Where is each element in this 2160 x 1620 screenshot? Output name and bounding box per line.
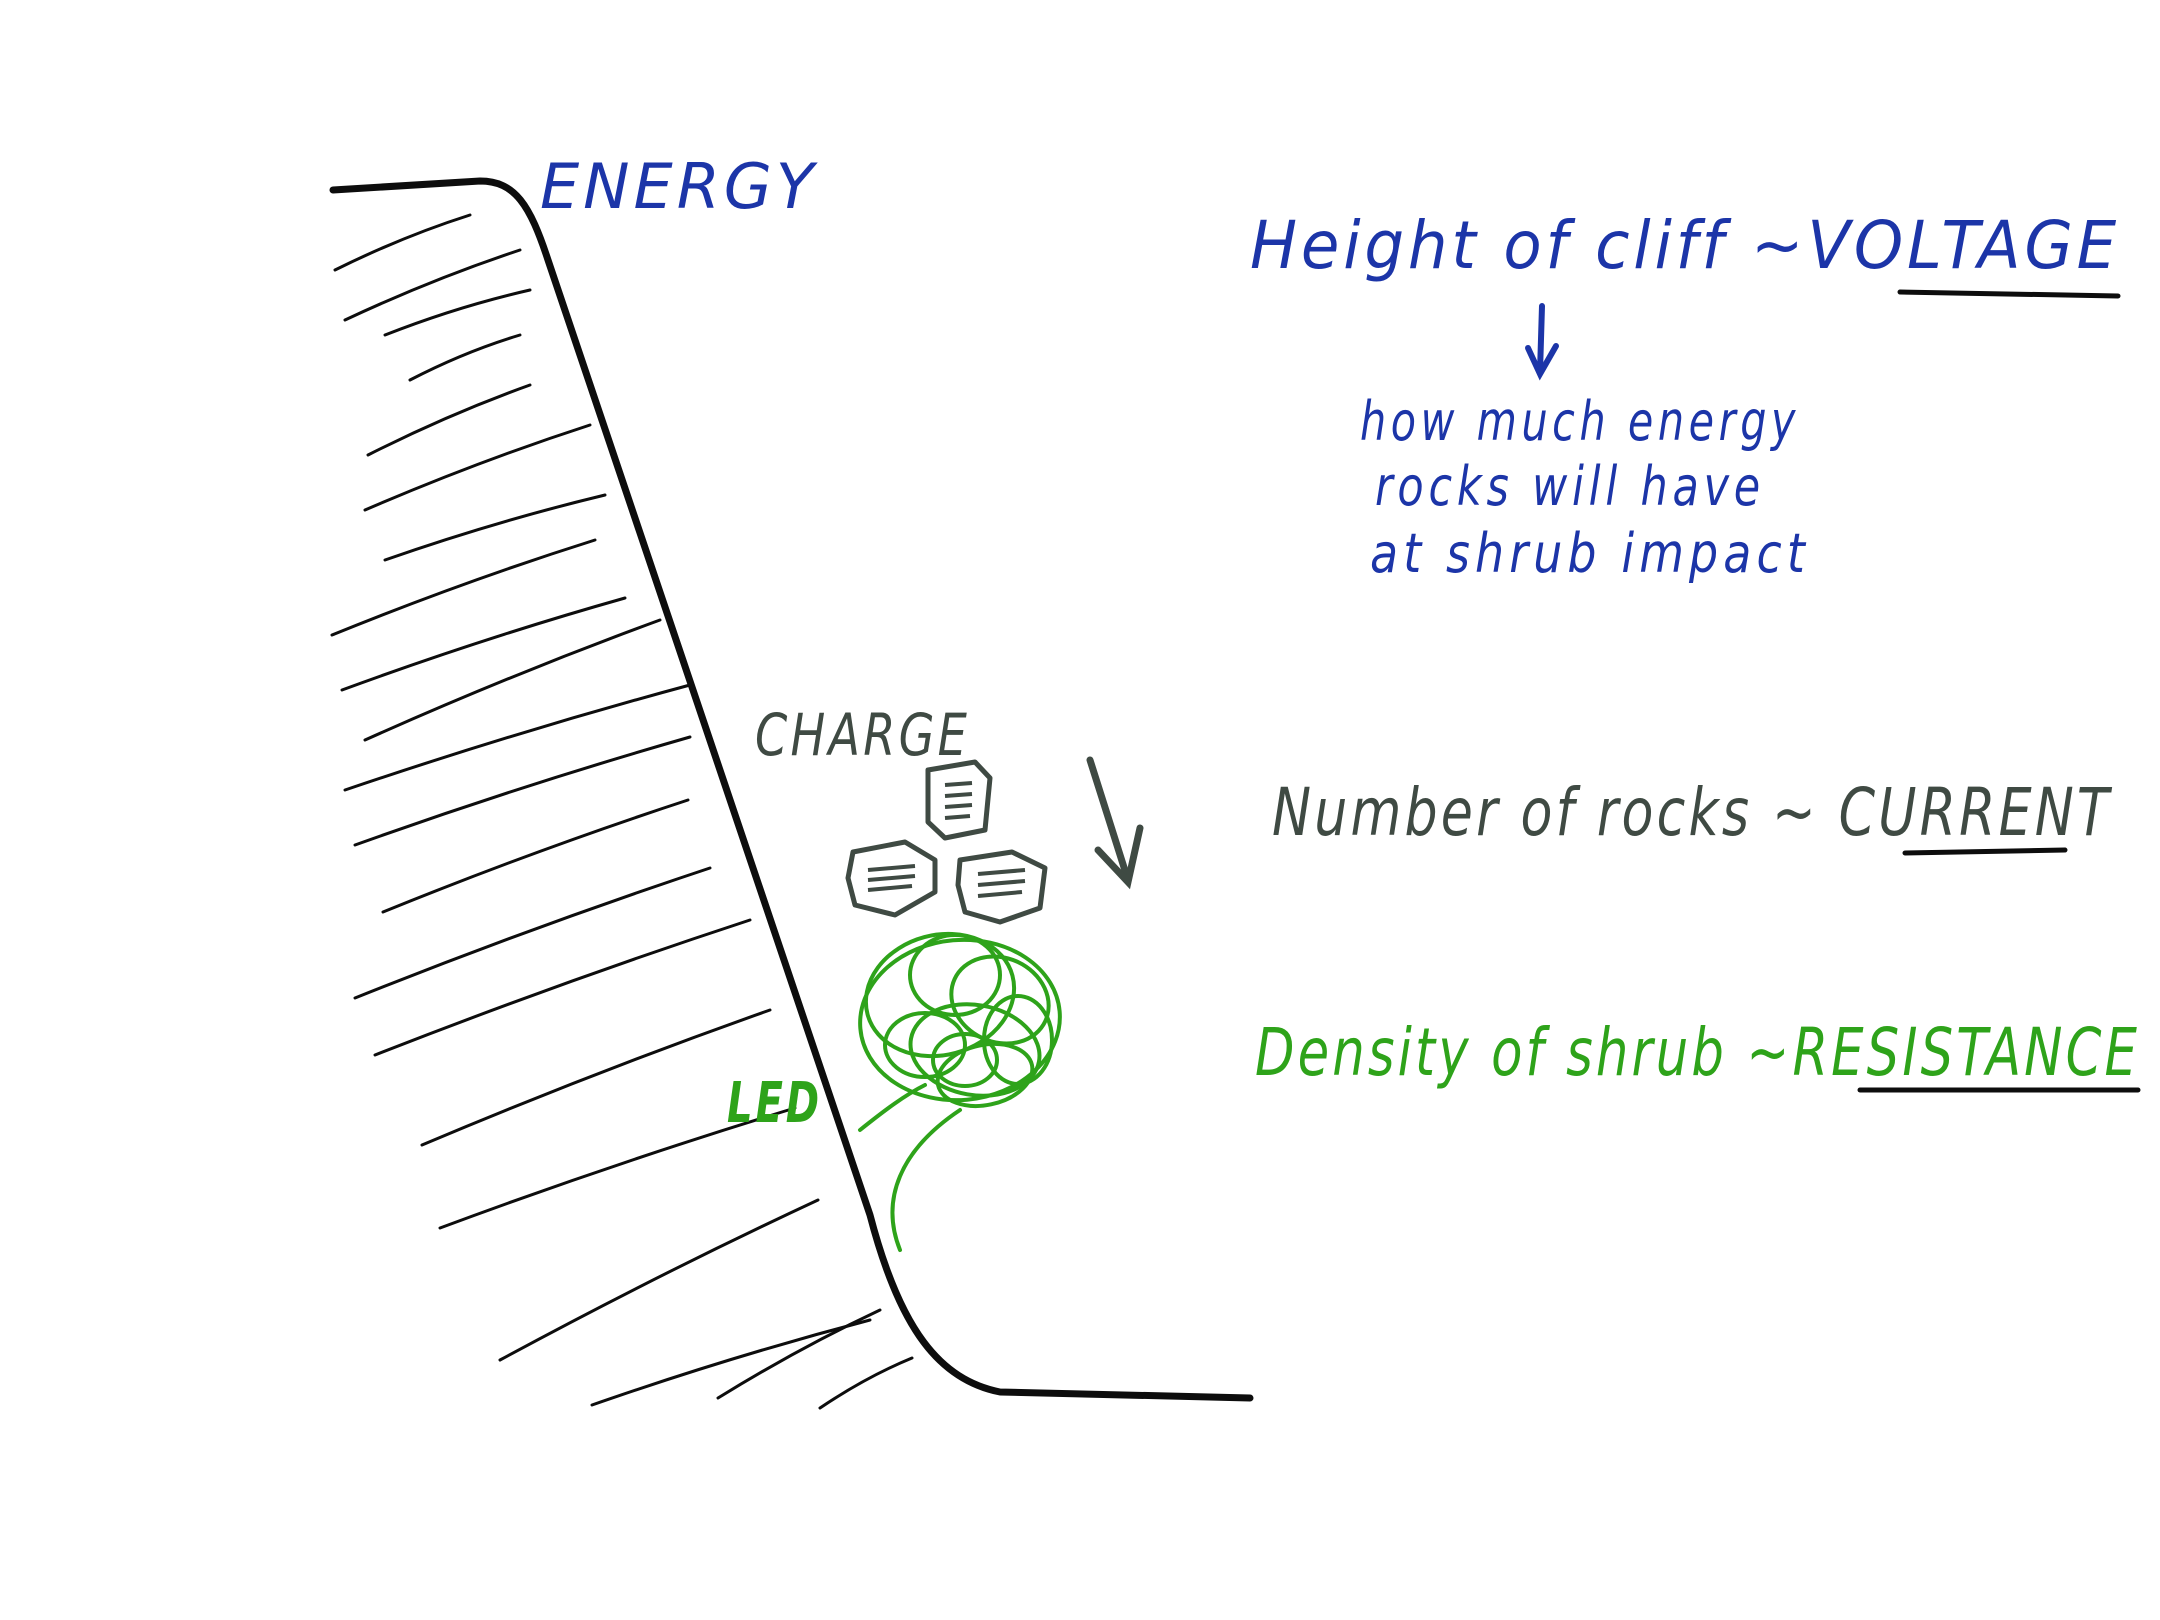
- rock-icon: [925, 759, 993, 841]
- hatch-stroke: [363, 423, 592, 512]
- hatch-stroke: [818, 1356, 914, 1410]
- hatch-stroke: [716, 1308, 882, 1400]
- hatch-stroke: [590, 1318, 872, 1407]
- arrow-down-icon: [1086, 756, 1144, 890]
- hatch-stroke: [343, 683, 692, 792]
- hatch-stroke: [383, 288, 532, 337]
- charge-label: CHARGE: [755, 701, 970, 769]
- hatch-stroke: [383, 493, 607, 562]
- energy-label: ENERGY: [540, 150, 818, 223]
- hatch-stroke: [420, 1008, 772, 1147]
- down-arrow-icon: [1525, 303, 1559, 381]
- hatch-stroke: [366, 383, 532, 457]
- voltage-note-line-1: how much energy: [1360, 390, 1800, 453]
- hatch-stroke: [373, 918, 752, 1057]
- rock-icon: [955, 849, 1048, 925]
- hatch-stroke: [381, 798, 690, 914]
- current-statement: Number of rocks ~ CURRENT: [1272, 774, 2113, 851]
- voltage-statement: Height of cliff ~VOLTAGE: [1250, 207, 2120, 284]
- cliff-hatching: [330, 213, 914, 1410]
- hatch-stroke: [340, 596, 627, 692]
- cliff-outline: [329, 177, 1254, 1402]
- hatch-stroke: [363, 618, 662, 742]
- resistance-statement: Density of shrub ~RESISTANCE: [1255, 1014, 2140, 1091]
- hatch-stroke: [353, 866, 712, 1000]
- hatch-stroke: [353, 735, 692, 847]
- hatch-stroke: [408, 333, 522, 382]
- voltage-underline: [1897, 289, 2121, 299]
- hatch-stroke: [330, 538, 597, 637]
- rock-icon: [845, 839, 938, 918]
- hatch-stroke: [343, 248, 522, 322]
- current-underline: [1902, 847, 2068, 856]
- shrub-icon: [858, 931, 1062, 1252]
- voltage-note-line-2: rocks will have: [1375, 455, 1765, 518]
- led-label: LED: [727, 1071, 822, 1136]
- hatch-stroke: [438, 1106, 797, 1230]
- voltage-note-line-3: at shrub impact: [1370, 522, 1810, 585]
- hatch-stroke: [498, 1198, 820, 1362]
- hatch-stroke: [333, 213, 472, 272]
